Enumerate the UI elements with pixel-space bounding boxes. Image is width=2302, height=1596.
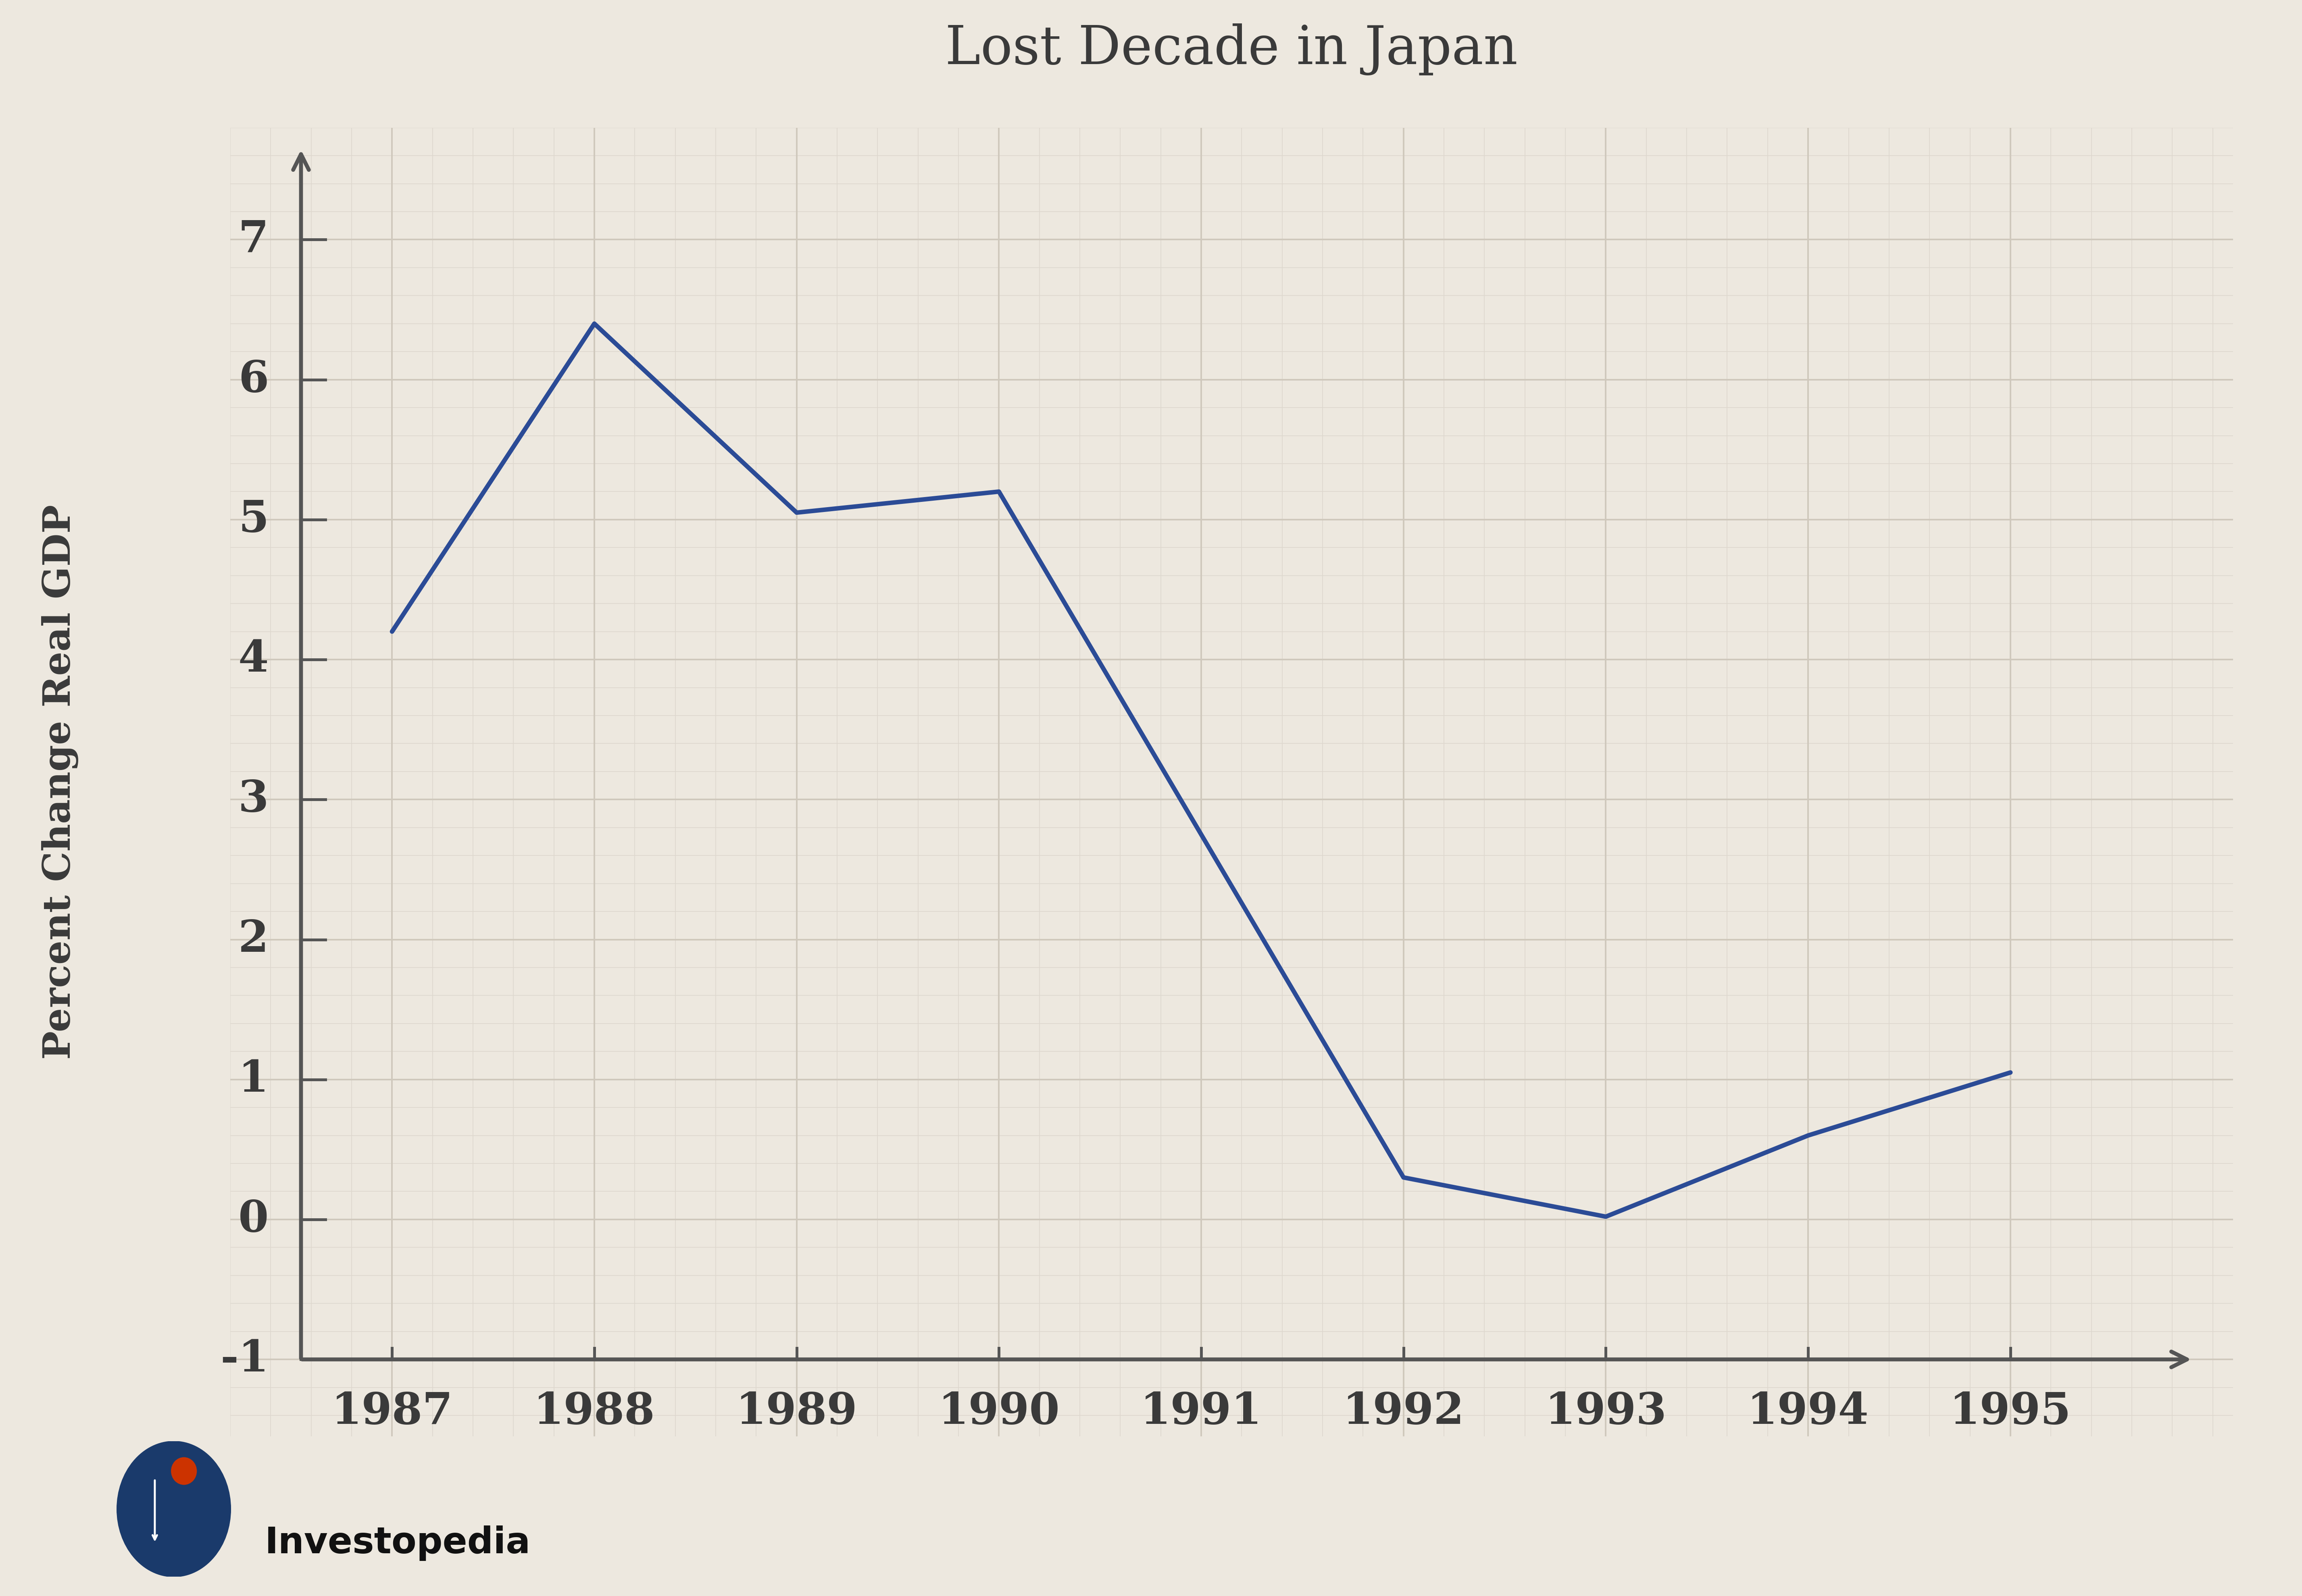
Text: 1987: 1987 [331, 1390, 453, 1433]
Text: Lost Decade in Japan: Lost Decade in Japan [946, 24, 1517, 75]
Text: 1995: 1995 [1950, 1390, 2072, 1433]
Text: 3: 3 [237, 779, 269, 820]
Text: 1: 1 [237, 1058, 269, 1101]
Ellipse shape [117, 1441, 230, 1577]
Text: 1988: 1988 [534, 1390, 656, 1433]
Text: -1: -1 [221, 1337, 269, 1381]
Text: 1990: 1990 [939, 1390, 1059, 1433]
Text: 1993: 1993 [1545, 1390, 1667, 1433]
Text: 0: 0 [237, 1199, 269, 1240]
Text: 1994: 1994 [1747, 1390, 1869, 1433]
Text: Investopedia: Investopedia [265, 1526, 529, 1561]
Text: 6: 6 [237, 358, 269, 401]
Text: 4: 4 [237, 638, 269, 681]
Text: 1989: 1989 [737, 1390, 856, 1433]
Text: 1991: 1991 [1139, 1390, 1261, 1433]
Text: 2: 2 [237, 918, 269, 961]
Text: 5: 5 [237, 498, 269, 541]
Text: Percent Change Real GDP: Percent Change Real GDP [41, 504, 78, 1060]
Circle shape [170, 1457, 196, 1484]
Text: 1992: 1992 [1342, 1390, 1464, 1433]
Text: 7: 7 [237, 219, 269, 262]
